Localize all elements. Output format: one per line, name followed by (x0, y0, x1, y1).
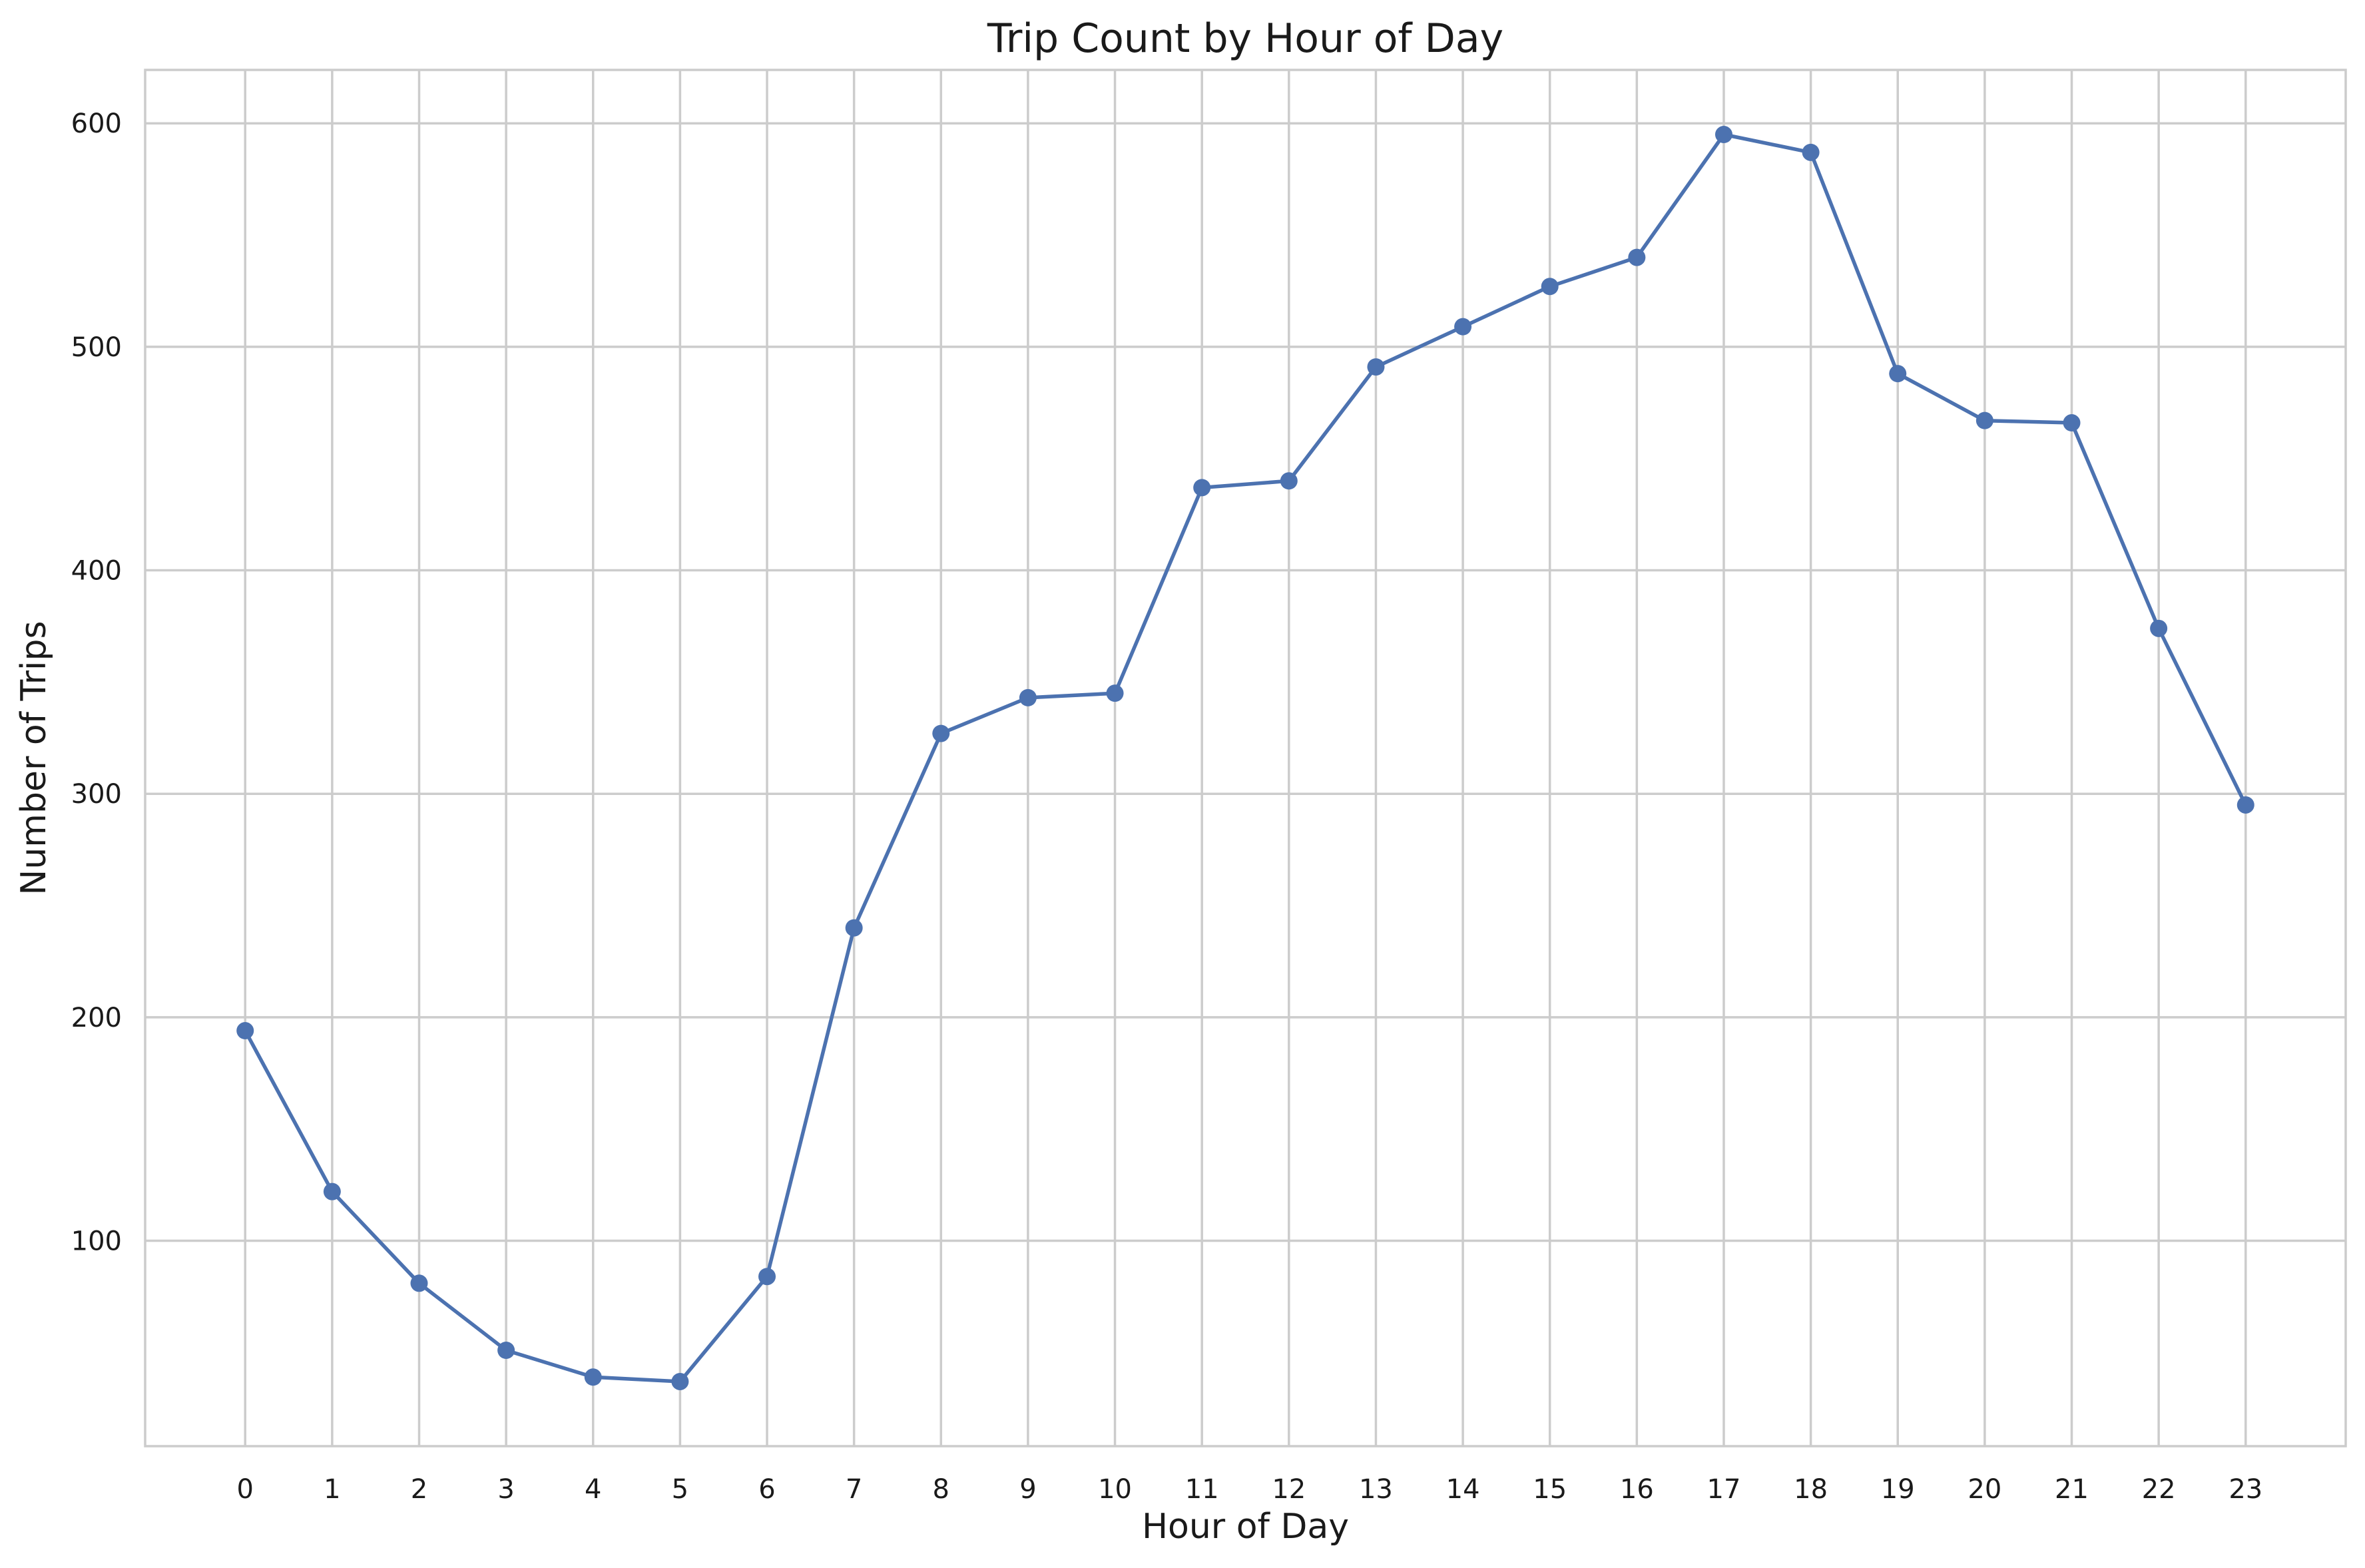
data-point (1193, 479, 1211, 497)
x-tick-label: 16 (1620, 1474, 1654, 1505)
x-tick-label: 14 (1446, 1474, 1480, 1505)
y-tick-label: 400 (71, 556, 122, 587)
x-axis-label: Hour of Day (1142, 1507, 1349, 1547)
x-tick-label: 6 (758, 1474, 775, 1505)
data-point (323, 1182, 341, 1200)
x-tick-label: 5 (672, 1474, 688, 1505)
x-tick-label: 10 (1098, 1474, 1132, 1505)
data-point (1454, 318, 1472, 336)
data-point (1367, 358, 1385, 376)
x-tick-label: 12 (1272, 1474, 1306, 1505)
data-point (410, 1274, 428, 1292)
data-point (1714, 126, 1732, 144)
data-point (1106, 684, 1124, 702)
data-point (2150, 619, 2168, 637)
x-tick-label: 3 (497, 1474, 514, 1505)
plot-frame (144, 69, 2347, 1447)
data-point (2236, 796, 2254, 814)
x-tick-label: 7 (846, 1474, 862, 1505)
data-point (497, 1342, 515, 1360)
x-tick-label: 9 (1019, 1474, 1036, 1505)
data-point (932, 724, 950, 742)
y-axis-label: Number of Trips (14, 621, 54, 895)
x-tick-label: 2 (411, 1474, 427, 1505)
x-tick-label: 19 (1881, 1474, 1915, 1505)
data-point (1019, 688, 1037, 706)
y-tick-label: 100 (71, 1226, 122, 1257)
data-point (584, 1368, 602, 1386)
x-tick-label: 15 (1533, 1474, 1567, 1505)
x-tick-label: 13 (1359, 1474, 1393, 1505)
x-tick-label: 20 (1968, 1474, 2001, 1505)
data-point (236, 1022, 254, 1040)
x-tick-label: 0 (237, 1474, 254, 1505)
data-point (1889, 365, 1907, 383)
tick-labels: 0 1 2 3 4 5 6 7 8 9 10 11 12 13 14 15 16 17 18 19 20 21 22 2310… (71, 109, 2263, 1505)
x-tick-label: 23 (2229, 1474, 2262, 1505)
x-tick-label: 4 (585, 1474, 601, 1505)
y-tick-label: 500 (71, 332, 122, 363)
x-tick-label: 21 (2055, 1474, 2089, 1505)
x-tick-label: 1 (324, 1474, 340, 1505)
data-point (1280, 472, 1298, 490)
y-tick-label: 200 (71, 1003, 122, 1033)
y-tick-label: 600 (71, 109, 122, 139)
data-point (1541, 278, 1559, 296)
series-line (243, 132, 2248, 1384)
data-point (845, 919, 863, 937)
data-point (1975, 411, 1993, 429)
data-point (1802, 143, 1820, 161)
data-point (1628, 248, 1646, 266)
y-tick-label: 300 (71, 779, 122, 810)
data-point (671, 1372, 689, 1390)
chart-title: Trip Count by Hour of Day (987, 15, 1503, 62)
data-point (758, 1268, 776, 1286)
x-tick-label: 11 (1185, 1474, 1219, 1505)
x-tick-label: 17 (1707, 1474, 1741, 1505)
grid-lines (145, 70, 2346, 1446)
series-layer (236, 126, 2254, 1390)
x-tick-label: 22 (2142, 1474, 2176, 1505)
x-tick-label: 8 (933, 1474, 949, 1505)
data-point (2063, 414, 2081, 432)
x-tick-label: 18 (1794, 1474, 1828, 1505)
